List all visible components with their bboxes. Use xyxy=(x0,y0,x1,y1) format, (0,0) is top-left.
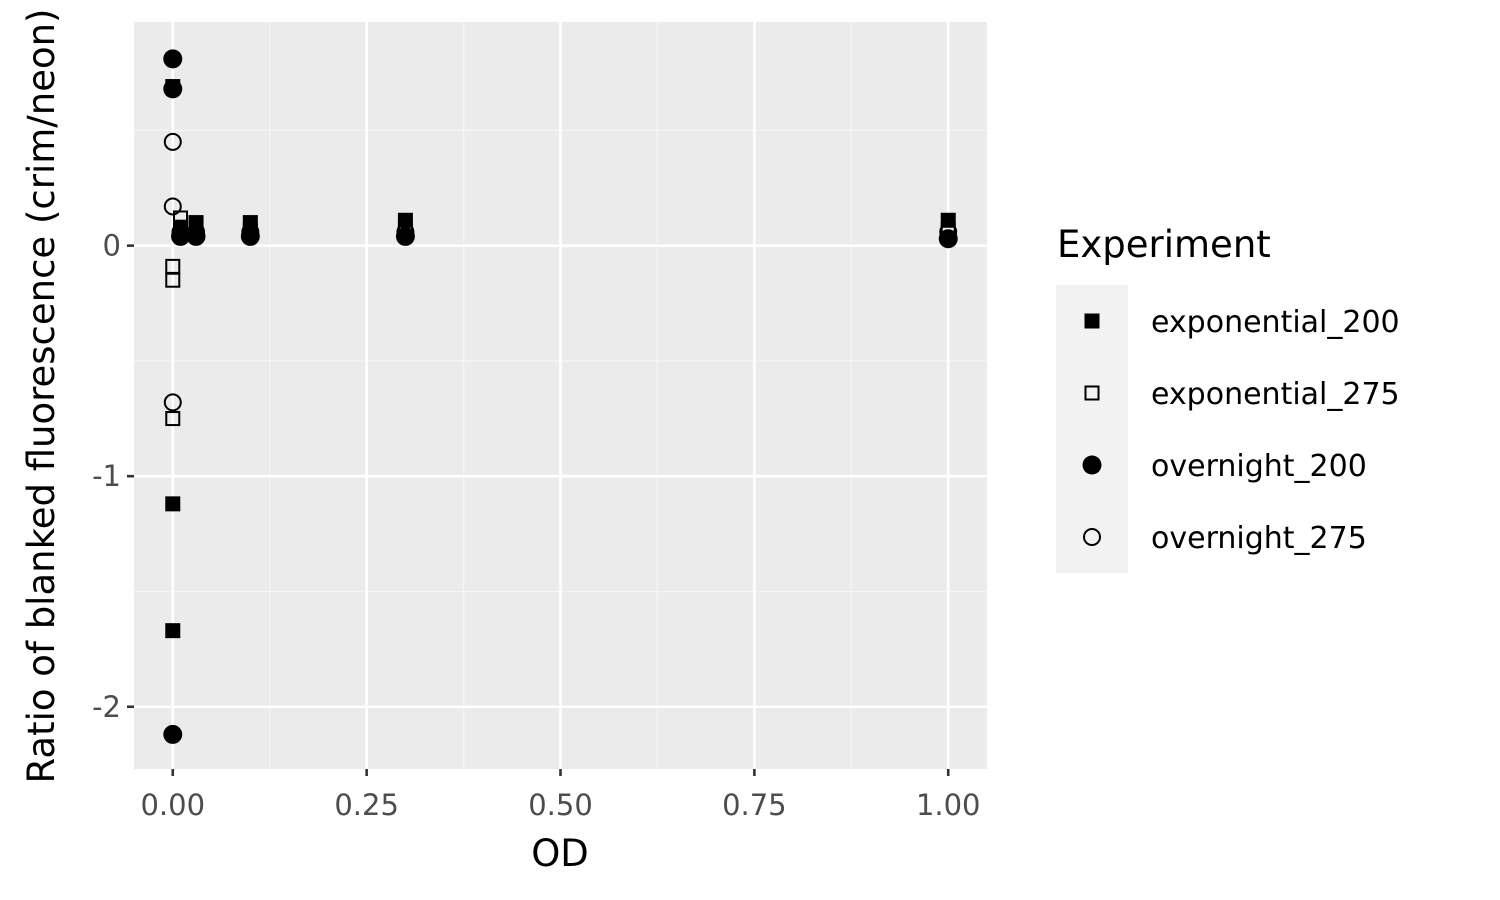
data-point xyxy=(165,496,181,512)
data-point xyxy=(242,215,258,231)
data-point xyxy=(188,215,204,231)
y-axis-title: Ratio of blanked fluorescence (crim/neon… xyxy=(20,9,63,784)
x-tick-label: 0.75 xyxy=(722,788,787,822)
y-axis-ticks: 0 -1 -2 xyxy=(92,229,134,724)
legend-keys xyxy=(1082,313,1102,546)
x-axis-title: OD xyxy=(531,832,589,875)
x-tick-label: 0.25 xyxy=(334,788,399,822)
data-points xyxy=(163,49,958,744)
data-point xyxy=(163,393,182,412)
y-tick-label: -1 xyxy=(92,459,121,493)
data-point xyxy=(163,79,183,99)
legend-label: exponential_200 xyxy=(1151,305,1400,340)
legend-keys-background xyxy=(1056,285,1128,573)
x-tick-label: 0.50 xyxy=(528,788,593,822)
data-point xyxy=(395,226,415,246)
data-point xyxy=(397,212,413,228)
data-point xyxy=(165,411,181,427)
legend: Experiment exponential_200 exponential_2… xyxy=(1056,223,1400,573)
x-tick-label: 0.00 xyxy=(140,788,205,822)
data-point xyxy=(240,226,260,246)
data-point xyxy=(165,272,181,288)
legend-label: overnight_275 xyxy=(1151,521,1367,556)
data-point xyxy=(163,197,182,216)
data-point xyxy=(186,226,206,246)
x-axis-ticks: 0.00 0.25 0.50 0.75 1.00 xyxy=(140,769,981,822)
legend-label: overnight_200 xyxy=(1151,449,1367,484)
y-tick-label: 0 xyxy=(103,229,121,263)
legend-key-circle-icon xyxy=(1082,455,1102,475)
data-point xyxy=(171,226,191,246)
legend-title: Experiment xyxy=(1057,223,1271,266)
data-point xyxy=(163,724,183,744)
grid-major-lines xyxy=(134,22,987,769)
data-point xyxy=(940,212,956,228)
data-point xyxy=(938,229,958,249)
x-tick-label: 1.00 xyxy=(916,788,981,822)
legend-key-square-icon xyxy=(1084,385,1100,401)
legend-key-square-icon xyxy=(1084,313,1100,329)
y-tick-label: -2 xyxy=(92,690,121,724)
data-point xyxy=(163,132,182,151)
data-point xyxy=(165,623,181,639)
legend-key-circle-icon xyxy=(1083,528,1101,546)
data-point xyxy=(163,49,183,69)
legend-label: exponential_275 xyxy=(1151,377,1400,412)
